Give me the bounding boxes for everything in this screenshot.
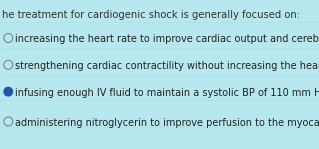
Text: infusing enough IV fluid to maintain a systolic BP of 110 mm Hg.: infusing enough IV fluid to maintain a s… — [15, 88, 319, 98]
Text: strengthening cardiac contractility without increasing the heart rate.: strengthening cardiac contractility with… — [15, 61, 319, 71]
Text: administering nitroglycerin to improve perfusion to the myocardium.: administering nitroglycerin to improve p… — [15, 118, 319, 128]
Text: increasing the heart rate to improve cardiac output and cerebral perfusion.: increasing the heart rate to improve car… — [15, 34, 319, 44]
Text: he treatment for cardiogenic shock is generally focused on:: he treatment for cardiogenic shock is ge… — [2, 10, 300, 20]
Ellipse shape — [4, 87, 13, 96]
